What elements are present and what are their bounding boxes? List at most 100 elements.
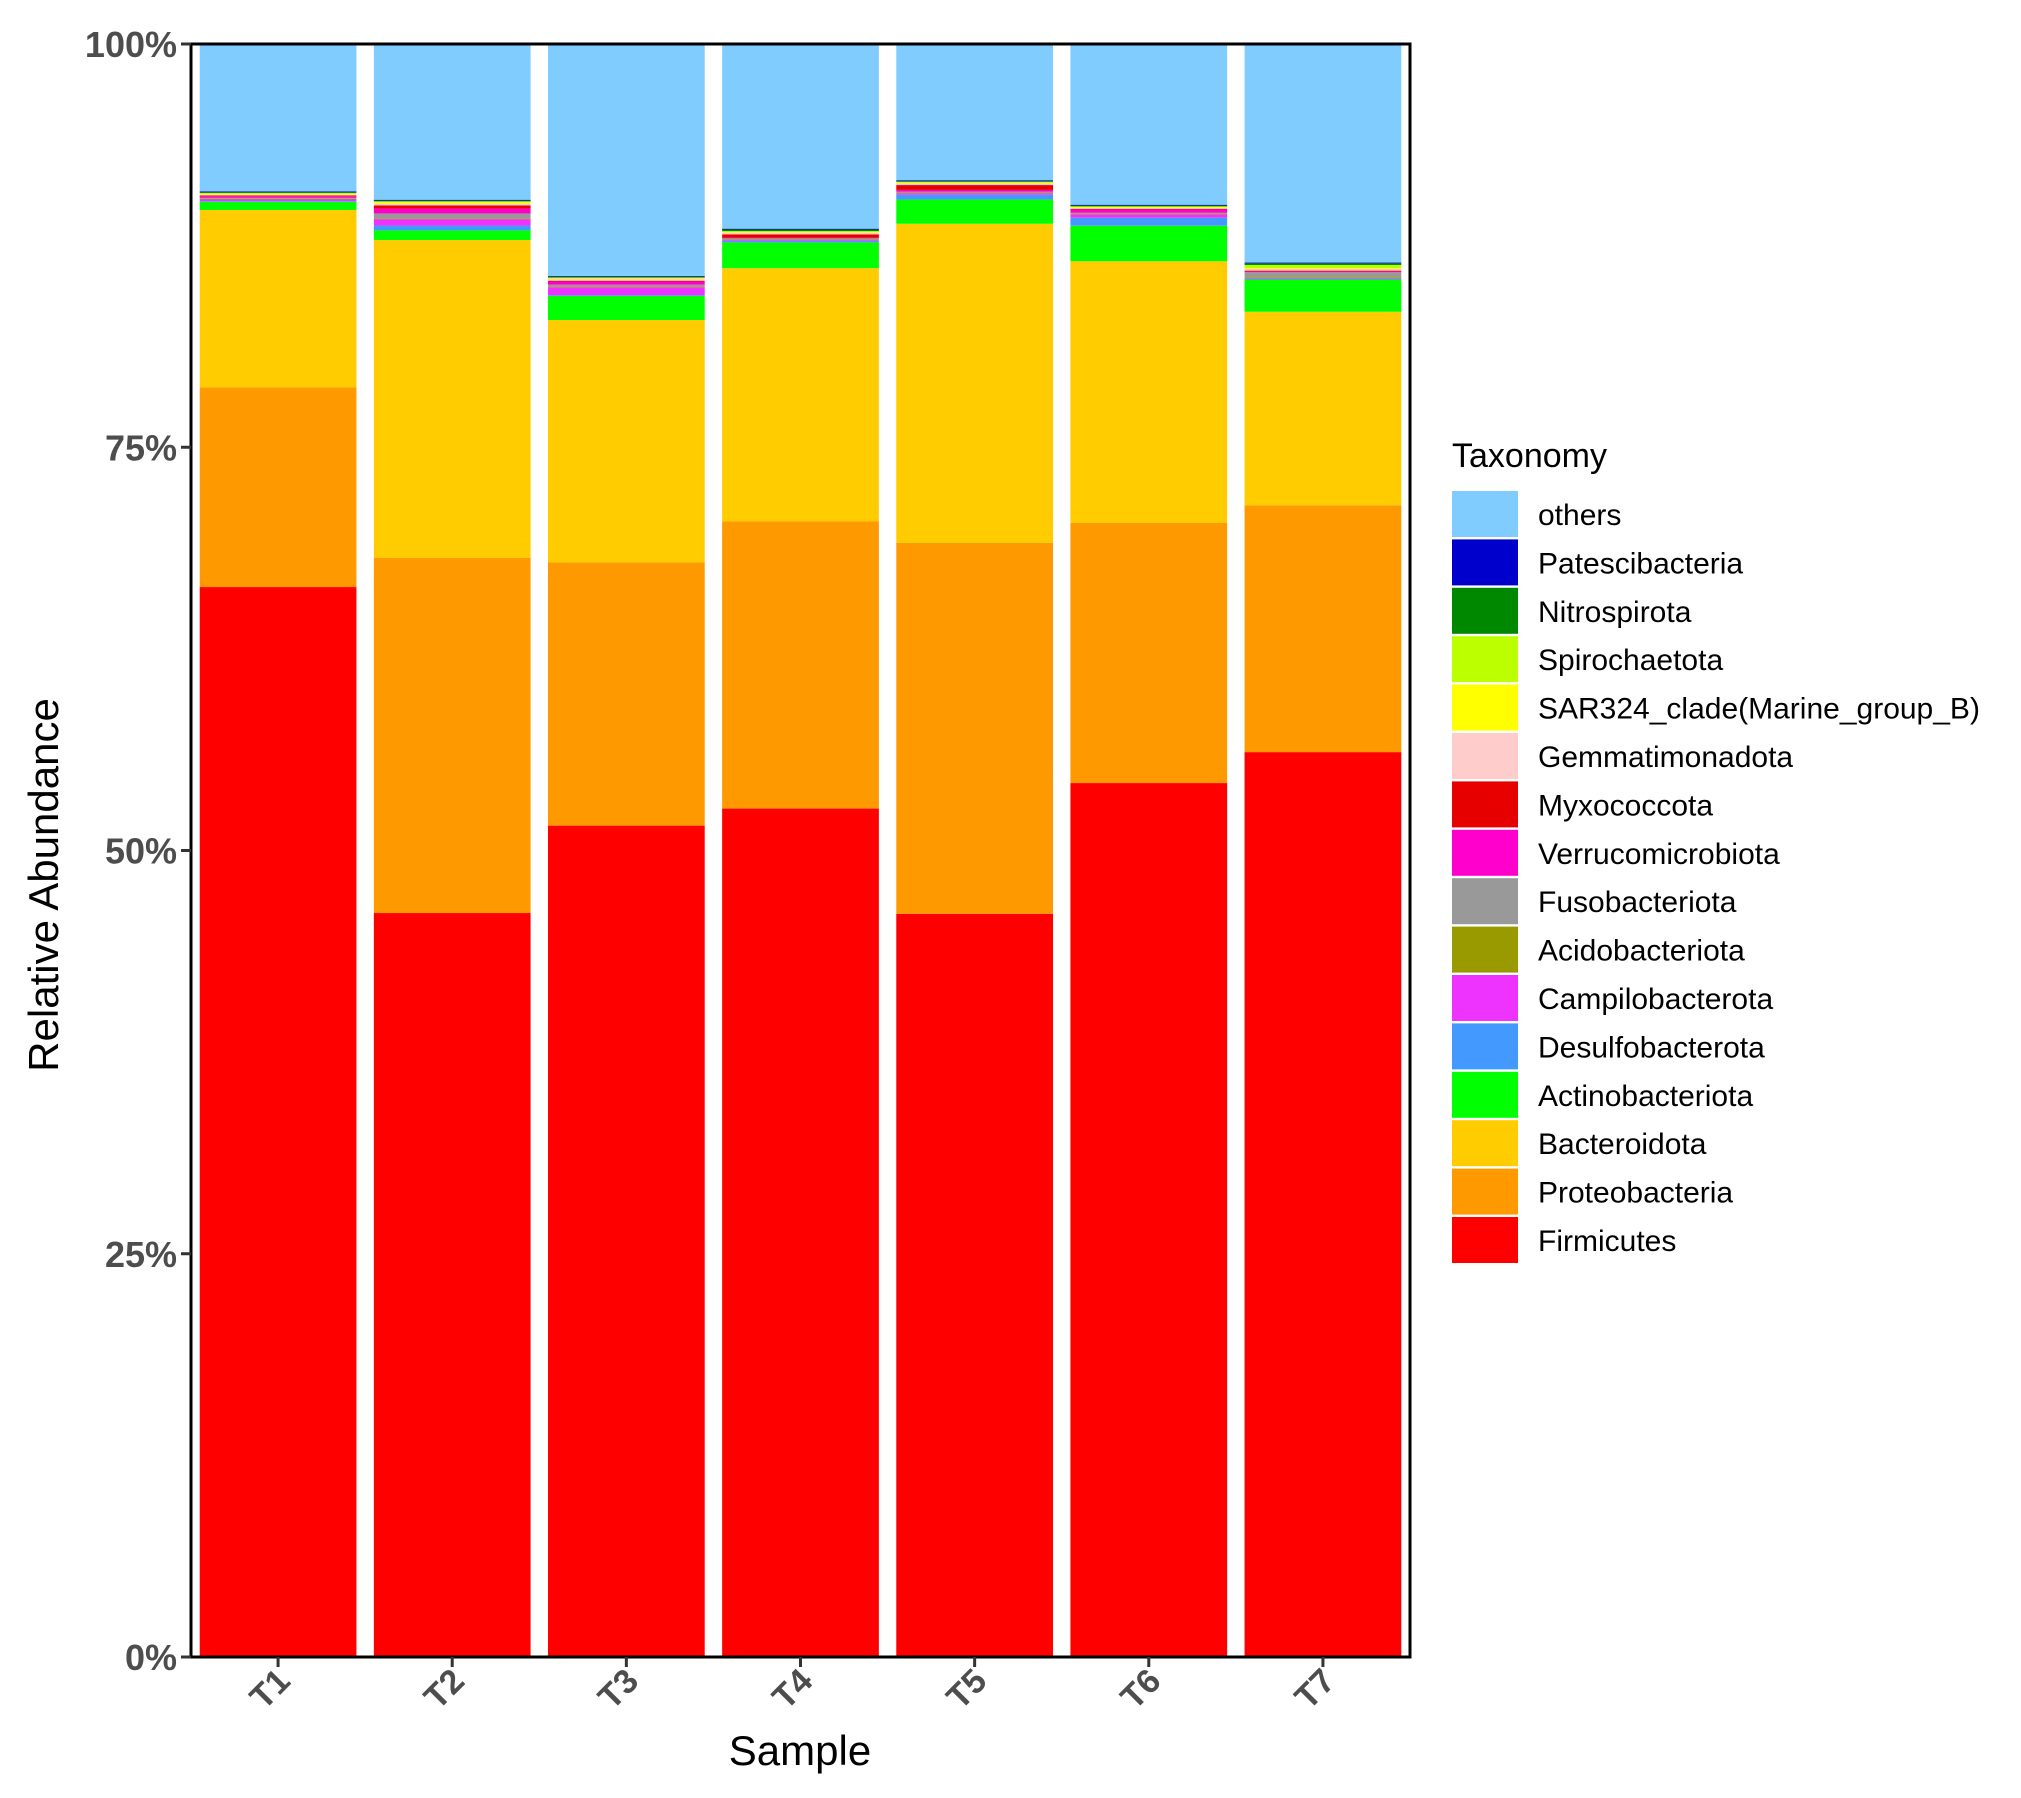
legend-label-proteobacteria: Proteobacteria	[1538, 1177, 1733, 1210]
x-tick-label: T2	[417, 1662, 472, 1717]
bar-segment-t2-myxococcota	[373, 205, 531, 209]
bar-segment-t4-campilobacterota	[722, 239, 879, 241]
bar-segment-t7-actinobacteriota	[1244, 279, 1402, 312]
bar-segment-t4-firmicutes	[722, 808, 879, 1657]
bar-segment-t3-patescibacteria	[547, 275, 705, 277]
bar-segment-t2-verrucomicrobiota	[373, 208, 531, 214]
legend-key-desulfobacterota	[1452, 1023, 1518, 1070]
bar-segment-t3-acidobacteriota	[547, 286, 705, 288]
bar-segment-t7-patescibacteria	[1244, 262, 1402, 264]
y-tick-label: 50%	[105, 831, 177, 872]
bar-segment-t3-spirochaetota	[547, 277, 705, 279]
bar-group-t6	[1070, 44, 1228, 1657]
x-axis-ticks: T1 T2 T3 T4 T5 T6 T7	[243, 1657, 1343, 1717]
legend-key-proteobacteria	[1452, 1168, 1518, 1215]
x-tick-label: T6	[1114, 1662, 1169, 1717]
bar-segment-t6-proteobacteria	[1070, 522, 1228, 784]
bar-segment-t6-bacteroidota	[1070, 261, 1228, 523]
plot-area	[189, 42, 1412, 1659]
bar-segment-t5-fusobacteriota	[896, 191, 1054, 193]
legend-key-gemmatimonadota	[1452, 733, 1518, 779]
bar-segment-t2-actinobacteriota	[373, 230, 531, 241]
bar-segment-t7-campilobacterota	[1244, 277, 1402, 279]
bar-segment-t6-campilobacterota	[1070, 214, 1228, 218]
bar-segment-t4-nitrospirota	[722, 229, 879, 232]
bar-segment-t2-desulfobacterota	[373, 225, 531, 231]
legend-key-others	[1452, 491, 1518, 537]
bar-segment-t7-desulfobacterota	[1244, 278, 1402, 280]
x-tick-label: T5	[939, 1662, 994, 1717]
bar-segment-t3-others	[547, 44, 705, 276]
y-tick-label: 100%	[85, 24, 177, 65]
bar-segment-t5-desulfobacterota	[896, 194, 1054, 200]
bar-segment-t1-bacteroidota	[199, 209, 357, 388]
bar-segment-t2-sar324-clade-marine-group-b	[373, 202, 531, 204]
bar-segment-t3-myxococcota	[547, 280, 705, 282]
bar-segment-t3-nitrospirota	[547, 276, 705, 278]
legend-key-myxococcota	[1452, 781, 1518, 828]
bar-segment-t4-verrucomicrobiota	[722, 237, 879, 239]
bar-segment-t5-others	[896, 44, 1054, 181]
legend-key-patescibacteria	[1452, 539, 1518, 586]
bar-segment-t3-desulfobacterota	[547, 295, 705, 296]
bar-segment-t7-sar324-clade-marine-group-b	[1244, 268, 1402, 270]
legend-label-myxococcota: Myxococcota	[1538, 789, 1713, 822]
bar-segment-t1-sar324-clade-marine-group-b	[199, 193, 357, 195]
bar-segment-t3-gemmatimonadota	[547, 279, 705, 281]
bar-segment-t2-nitrospirota	[373, 200, 531, 202]
bar-segment-t1-actinobacteriota	[199, 201, 357, 210]
bar-group-t5	[896, 44, 1054, 1657]
bar-segment-t5-proteobacteria	[896, 542, 1054, 914]
legend-label-firmicutes: Firmicutes	[1538, 1225, 1676, 1258]
legend-label-actinobacteriota: Actinobacteriota	[1538, 1080, 1753, 1113]
bar-segment-t3-firmicutes	[547, 825, 705, 1657]
bar-segment-t5-verrucomicrobiota	[896, 189, 1054, 192]
legend-label-nitrospirota: Nitrospirota	[1538, 596, 1692, 629]
bar-segment-t4-spirochaetota	[722, 231, 879, 232]
legend-key-spirochaetota	[1452, 636, 1518, 683]
bar-segment-t4-actinobacteriota	[722, 242, 879, 269]
bar-segment-t1-patescibacteria	[199, 191, 357, 193]
legend-label-others: others	[1538, 499, 1621, 532]
bar-segment-t1-firmicutes	[199, 587, 357, 1657]
bar-segment-t1-myxococcota	[199, 195, 357, 197]
bar-segment-t7-verrucomicrobiota	[1244, 271, 1402, 273]
bar-group-t4	[722, 44, 879, 1657]
legend-key-sar324-clade-marine-group-b	[1452, 684, 1518, 731]
bar-segment-t6-nitrospirota	[1070, 205, 1228, 207]
bar-segment-t4-proteobacteria	[722, 521, 879, 809]
bar-segment-t4-acidobacteriota	[722, 239, 879, 240]
x-tick-label: T7	[1288, 1662, 1343, 1717]
legend-label-desulfobacterota: Desulfobacterota	[1538, 1031, 1765, 1064]
bars-layer	[199, 44, 1402, 1657]
legend-items: others Patescibacteria Nitrospirota Spiroch…	[1452, 491, 1980, 1263]
bar-segment-t3-verrucomicrobiota	[547, 281, 705, 285]
bar-segment-t7-firmicutes	[1244, 752, 1402, 1657]
legend-label-patescibacteria: Patescibacteria	[1538, 547, 1743, 580]
bar-segment-t7-nitrospirota	[1244, 263, 1402, 265]
bar-segment-t2-patescibacteria	[373, 199, 531, 201]
bar-segment-t3-bacteroidota	[547, 320, 705, 563]
y-axis-title: Relative Abundance	[20, 698, 67, 1072]
x-tick-label: T1	[243, 1662, 298, 1717]
bar-segment-t1-spirochaetota	[199, 193, 357, 194]
bar-segment-t4-myxococcota	[722, 234, 879, 238]
bar-segment-t3-actinobacteriota	[547, 295, 705, 321]
bar-segment-t2-campilobacterota	[373, 219, 531, 226]
bar-segment-t1-campilobacterota	[199, 199, 357, 202]
bar-segment-t6-firmicutes	[1070, 783, 1228, 1657]
bar-segment-t5-sar324-clade-marine-group-b	[896, 182, 1054, 184]
legend-key-bacteroidota	[1452, 1120, 1518, 1167]
bar-segment-t4-others	[722, 44, 879, 229]
bar-segment-t1-gemmatimonadota	[199, 194, 357, 196]
y-tick-label: 75%	[105, 427, 177, 468]
bar-segment-t4-desulfobacterota	[722, 240, 879, 243]
bar-group-t3	[547, 44, 705, 1657]
bar-segment-t5-bacteroidota	[896, 223, 1054, 543]
bar-segment-t6-sar324-clade-marine-group-b	[1070, 207, 1228, 208]
bar-segment-t1-nitrospirota	[199, 192, 357, 194]
bar-segment-t2-fusobacteriota	[373, 213, 531, 219]
bar-segment-t4-patescibacteria	[722, 228, 879, 230]
bar-segment-t2-acidobacteriota	[373, 218, 531, 220]
bar-segment-t6-gemmatimonadota	[1070, 207, 1228, 209]
